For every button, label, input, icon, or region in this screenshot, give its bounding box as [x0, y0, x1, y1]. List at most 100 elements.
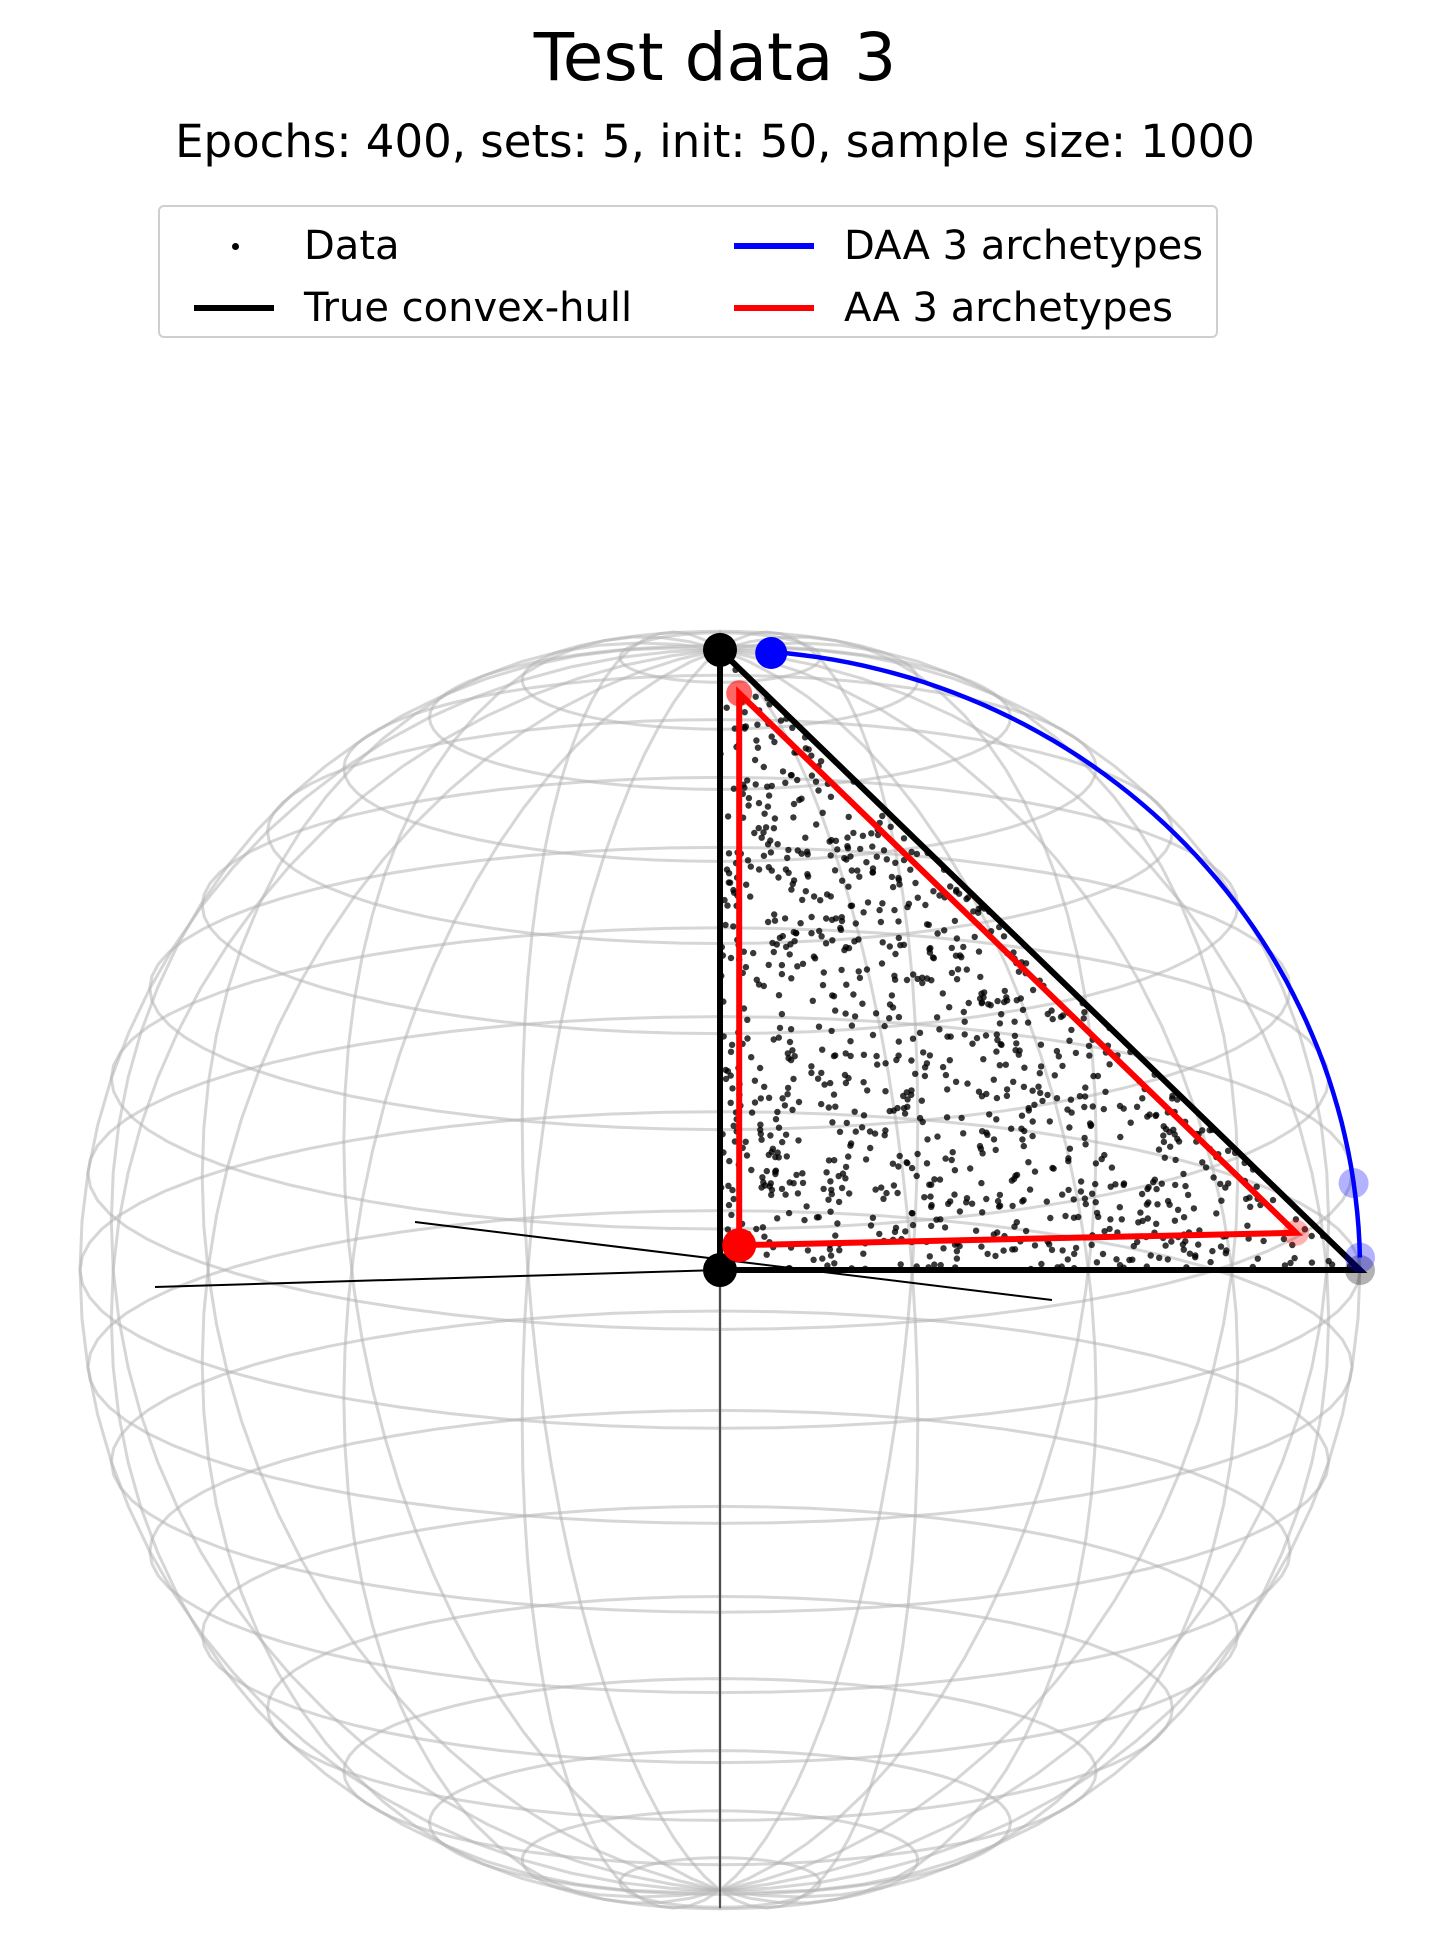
- data-point: [837, 926, 845, 933]
- data-point: [1144, 1215, 1152, 1222]
- data-point: [727, 1048, 735, 1056]
- data-point: [1113, 1256, 1120, 1263]
- data-point: [789, 880, 796, 888]
- data-point: [790, 814, 797, 821]
- data-point: [760, 982, 767, 990]
- data-point: [987, 1002, 994, 1009]
- data-point: [786, 1179, 793, 1186]
- data-point: [828, 1027, 835, 1035]
- data-point: [1009, 1246, 1016, 1253]
- data-point: [755, 799, 763, 807]
- data-point: [954, 966, 962, 973]
- data-point: [818, 1069, 825, 1077]
- data-point: [928, 1181, 935, 1188]
- data-point: [1065, 1186, 1072, 1194]
- data-point: [770, 1036, 777, 1043]
- data-point: [1031, 1242, 1039, 1249]
- data-point: [725, 850, 733, 857]
- data-point: [934, 930, 941, 937]
- data-point: [1100, 1105, 1108, 1113]
- longitude-line: [719, 648, 1331, 1894]
- x-axis-line: [154, 1269, 721, 1288]
- data-point: [924, 1136, 931, 1143]
- data-point: [912, 879, 919, 887]
- longitude-line: [200, 641, 721, 1892]
- data-point: [908, 1164, 916, 1172]
- data-point: [743, 1152, 751, 1159]
- aa-archetype-point: [1283, 1219, 1309, 1246]
- data-point: [990, 1231, 997, 1238]
- data-point: [815, 1023, 823, 1030]
- data-point: [930, 955, 937, 962]
- data-point: [838, 966, 845, 974]
- data-point: [921, 1072, 929, 1080]
- data-point: [775, 1124, 783, 1131]
- data-point: [774, 841, 781, 848]
- data-point: [994, 997, 1001, 1005]
- data-point: [842, 1163, 850, 1171]
- data-point: [744, 777, 751, 784]
- longitude-line: [78, 648, 721, 1892]
- data-point: [842, 1079, 850, 1087]
- data-point: [960, 1130, 967, 1137]
- data-point: [835, 1172, 842, 1180]
- data-point: [872, 1010, 880, 1017]
- data-point: [864, 1087, 871, 1094]
- data-point: [825, 1104, 832, 1111]
- data-point: [909, 1035, 917, 1042]
- data-point: [772, 1153, 779, 1161]
- data-point: [886, 1015, 893, 1022]
- data-point: [1099, 1250, 1107, 1258]
- data-point: [1029, 1132, 1036, 1140]
- data-point: [856, 974, 864, 982]
- data-point: [1153, 1185, 1160, 1193]
- data-point: [889, 1004, 897, 1011]
- data-point: [860, 1079, 867, 1086]
- data-point: [771, 815, 779, 822]
- daa-line: [771, 649, 1363, 1258]
- data-point: [891, 1228, 899, 1236]
- data-point: [775, 1034, 782, 1041]
- data-point: [866, 1128, 874, 1135]
- data-point: [914, 1150, 921, 1158]
- data-point: [1199, 1159, 1206, 1166]
- data-point: [951, 917, 959, 925]
- data-point: [750, 949, 757, 957]
- data-point: [808, 930, 815, 937]
- data-point: [815, 787, 822, 794]
- data-point: [887, 823, 894, 830]
- data-point: [1245, 1235, 1252, 1242]
- longitude-line: [109, 648, 721, 1894]
- data-point: [772, 1116, 780, 1123]
- data-point: [1002, 1061, 1009, 1068]
- data-point: [928, 1203, 935, 1211]
- longitude-line: [719, 648, 920, 1910]
- data-point: [1072, 1244, 1080, 1252]
- data-point: [835, 1198, 843, 1206]
- data-point: [933, 1216, 940, 1223]
- legend: Data True convex-hull DAA 3 archetypes A…: [158, 205, 1218, 338]
- data-point: [860, 1112, 868, 1119]
- data-point: [930, 888, 937, 895]
- data-point: [851, 1108, 858, 1115]
- data-point: [845, 1153, 852, 1160]
- data-point: [1144, 1185, 1151, 1193]
- data-point: [730, 1122, 737, 1130]
- data-point: [768, 782, 775, 790]
- data-point: [858, 1124, 866, 1131]
- data-point: [755, 866, 763, 873]
- data-point: [771, 738, 778, 746]
- data-point: [951, 1167, 959, 1174]
- data-point: [933, 1014, 941, 1021]
- aa-archetype-point: [722, 1228, 757, 1263]
- data-point: [838, 917, 846, 925]
- data-point: [979, 1128, 986, 1135]
- data-point: [923, 975, 931, 982]
- data-point: [998, 1011, 1005, 1018]
- data-point: [1003, 997, 1011, 1004]
- data-point: [755, 981, 763, 988]
- longitude-line: [719, 648, 1240, 1899]
- data-point: [912, 1070, 919, 1078]
- data-point: [1192, 1252, 1199, 1259]
- data-point: [775, 874, 782, 881]
